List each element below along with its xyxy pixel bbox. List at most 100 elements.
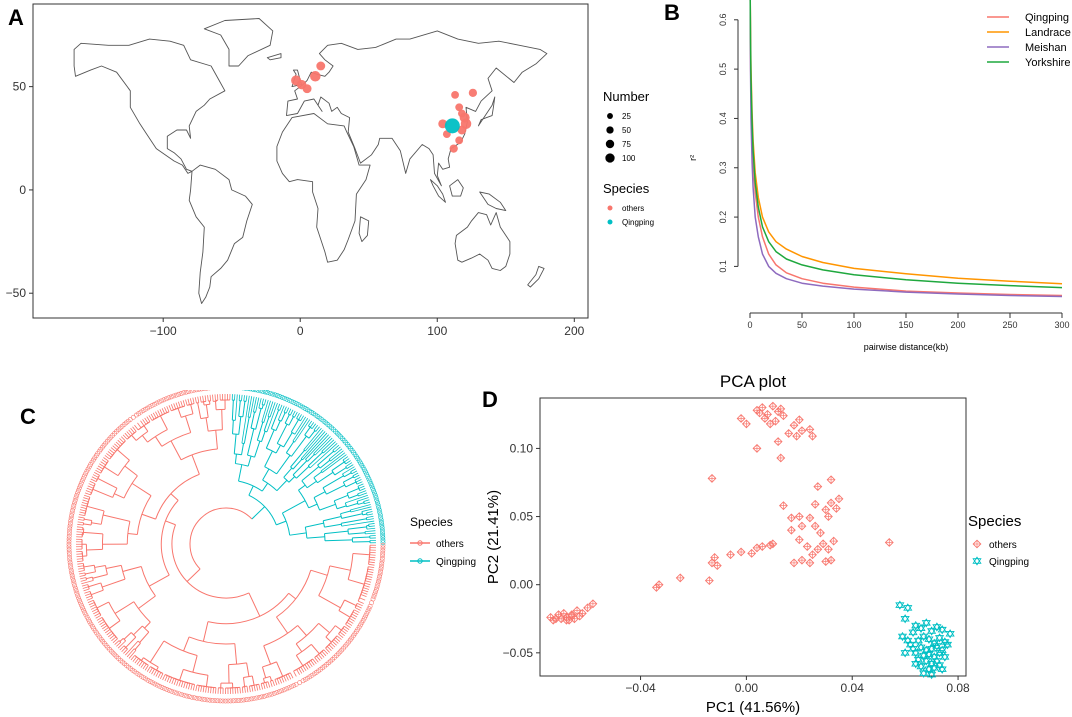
tree-tip-branch xyxy=(134,424,139,431)
panel-label-b: B xyxy=(664,0,680,25)
pca-point-qingping xyxy=(929,652,939,660)
tree-branch xyxy=(165,520,176,526)
tree-arc xyxy=(305,459,308,462)
size-legend-key xyxy=(607,113,613,119)
tree-arc xyxy=(298,489,310,509)
tree-tip-branch xyxy=(364,501,371,505)
tree-branch xyxy=(131,482,152,497)
tree-tip-label xyxy=(181,390,187,396)
tree-tip-branch xyxy=(306,662,311,669)
tree-tip-label xyxy=(380,532,386,538)
pca-point-others xyxy=(771,416,780,426)
pca-point-qingping-inv xyxy=(972,558,982,566)
tree-tip-branch xyxy=(325,647,330,653)
tree-branch xyxy=(186,568,201,582)
tree-tip-label xyxy=(272,392,278,398)
tree-tip-branch xyxy=(321,439,335,452)
tree-arc xyxy=(104,565,108,575)
tree-arc xyxy=(335,635,338,638)
tree-tip-branch xyxy=(357,497,369,502)
tree-tip-branch xyxy=(130,655,136,661)
tree-tip-label xyxy=(83,471,89,477)
pca-point-qingping-inv xyxy=(911,650,921,658)
tree-branch xyxy=(124,465,138,477)
tree-arc xyxy=(325,646,328,649)
tree-tip-label xyxy=(380,553,385,559)
tree-branch xyxy=(262,678,266,683)
tree-tip-branch xyxy=(331,640,337,646)
pca-point-qingping xyxy=(913,635,923,644)
pca-point-qingping-inv xyxy=(937,626,947,635)
tree-branch xyxy=(86,576,93,580)
tree-branch xyxy=(301,466,320,482)
tree-arc xyxy=(100,510,105,525)
tree-branch xyxy=(119,637,124,642)
tree-branch xyxy=(183,636,190,652)
tree-arc xyxy=(276,677,280,680)
tree-tip-label xyxy=(184,693,190,699)
tree-tip-branch xyxy=(117,439,123,445)
tree-tip-label xyxy=(199,390,204,392)
tree-tip-branch xyxy=(253,397,257,413)
tree-tip-branch xyxy=(365,532,376,535)
tree-tip-label xyxy=(183,390,189,395)
pca-point-others xyxy=(831,503,841,513)
tree-tip-branch xyxy=(366,513,374,516)
tree-branch xyxy=(310,644,320,655)
pca-point-qingping xyxy=(919,668,929,677)
species-legend-key xyxy=(607,219,613,225)
tree-tip-label xyxy=(68,562,73,568)
pca-legend-label: others xyxy=(989,540,1017,551)
tree-arc xyxy=(262,479,278,492)
tree-tip-branch xyxy=(175,402,179,409)
tree-tip-branch xyxy=(336,635,342,640)
pca-point-others xyxy=(760,414,770,423)
tree-branch xyxy=(156,666,159,671)
tree-tip-branch xyxy=(205,686,207,693)
tree-arc xyxy=(90,492,92,496)
pca-point-qingping-inv xyxy=(911,661,921,669)
tree-tip-branch xyxy=(346,464,354,469)
tree-arc xyxy=(265,681,269,683)
tree-arc xyxy=(250,427,256,430)
pca-legend-key xyxy=(972,539,982,549)
tree-tip-branch xyxy=(261,399,269,423)
tree-tip-label xyxy=(365,474,371,479)
tree-tip-branch xyxy=(330,450,344,462)
tree-tip-branch xyxy=(87,599,94,603)
tree-tip-label xyxy=(236,698,241,703)
tree-arc xyxy=(93,565,97,572)
tree-tip-branch xyxy=(76,528,83,531)
pca-point-qingping-inv xyxy=(942,641,953,650)
tree-branch xyxy=(138,595,156,609)
x-tick-label: 0 xyxy=(747,320,752,330)
pca-legend-label: Qingping xyxy=(989,557,1029,568)
tree-branch xyxy=(319,459,331,469)
pca-point-others xyxy=(559,608,569,618)
tree-tip-branch xyxy=(342,627,348,633)
tree-tip-branch xyxy=(144,417,149,424)
tree-branch xyxy=(338,610,351,618)
tree-tip-branch xyxy=(367,568,374,571)
tree-arc xyxy=(166,411,170,414)
tree-tip-label xyxy=(207,697,213,703)
tree-tip-label xyxy=(76,485,82,491)
y-tick-label: 0.3 xyxy=(718,162,728,175)
pca-point-others xyxy=(757,542,767,551)
map-point-qingping xyxy=(444,118,460,134)
tree-tip-branch xyxy=(364,582,371,586)
tree-tip-branch xyxy=(107,632,114,638)
tree-tip-label xyxy=(173,392,179,398)
tree-branch xyxy=(109,620,121,629)
x-tick-label: 100 xyxy=(427,324,447,338)
tree-arc xyxy=(200,416,209,420)
tree-tip-branch xyxy=(274,679,278,686)
tree-branches xyxy=(66,390,386,704)
tree-tip-branch xyxy=(77,523,84,526)
tree-branch xyxy=(344,599,357,606)
tree-tip-branch xyxy=(241,687,244,694)
tree-tip-label xyxy=(293,682,299,687)
tree-tip-label xyxy=(202,390,206,391)
tree-branch xyxy=(307,451,323,467)
tree-branch xyxy=(341,518,367,524)
